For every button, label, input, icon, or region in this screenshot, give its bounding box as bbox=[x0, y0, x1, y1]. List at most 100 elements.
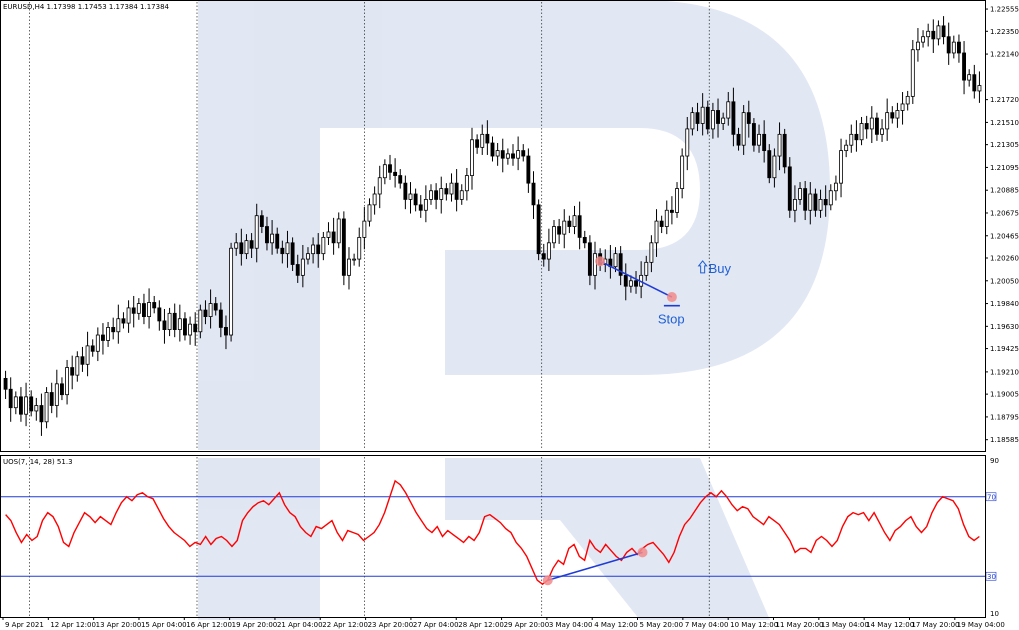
candle bbox=[695, 102, 700, 132]
candle bbox=[685, 116, 690, 171]
candle bbox=[270, 220, 275, 255]
indicator-panel-frame bbox=[0, 455, 986, 618]
candle bbox=[859, 116, 864, 146]
candle bbox=[741, 105, 746, 155]
candle bbox=[413, 188, 418, 212]
candle bbox=[531, 171, 536, 219]
time-axis[interactable]: 9 Apr 2021 12 Apr 12:00 13 Apr 20:00 15 Apr… bbox=[2, 617, 1005, 629]
candle bbox=[669, 196, 674, 225]
candle bbox=[833, 175, 838, 201]
time-tick-label: 13 Apr 20:00 bbox=[96, 621, 142, 629]
candle bbox=[941, 16, 946, 45]
candle bbox=[757, 124, 761, 153]
candle bbox=[946, 22, 951, 65]
candle bbox=[8, 377, 13, 422]
price-tick-label: 1.20260 bbox=[990, 255, 1019, 263]
price-tick-label: 1.21095 bbox=[990, 164, 1019, 172]
uos-level-label: 70 bbox=[987, 493, 996, 501]
time-tick-label: 17 May 20:00 bbox=[911, 621, 959, 629]
candle bbox=[449, 173, 454, 202]
candle bbox=[434, 183, 439, 210]
candle bbox=[34, 397, 39, 421]
time-tick-label: 19 Apr 20:00 bbox=[232, 621, 278, 629]
candle bbox=[403, 175, 408, 210]
candle bbox=[541, 243, 546, 267]
candle bbox=[587, 235, 592, 286]
candle bbox=[398, 169, 403, 189]
candle bbox=[29, 390, 34, 417]
candle bbox=[931, 19, 936, 53]
candle bbox=[787, 157, 792, 218]
price-axis[interactable]: 1.22555 1.22350 1.22140 1.21720 1.21510 1.213… bbox=[985, 6, 1019, 445]
candle bbox=[511, 144, 515, 166]
candle bbox=[362, 207, 367, 250]
uos-divergence-line bbox=[547, 551, 643, 581]
candle bbox=[388, 154, 392, 180]
price-low-marker bbox=[595, 256, 606, 267]
candle bbox=[936, 20, 941, 46]
candle bbox=[546, 228, 551, 272]
candle bbox=[475, 134, 480, 154]
candle bbox=[265, 216, 269, 251]
time-tick-label: 3 May 04:00 bbox=[549, 621, 593, 629]
candle bbox=[552, 220, 556, 249]
watermark-leg bbox=[445, 458, 770, 620]
candle bbox=[300, 244, 305, 288]
price-divergence-line bbox=[599, 260, 673, 298]
candle bbox=[623, 263, 628, 301]
candle bbox=[454, 169, 459, 212]
candle bbox=[336, 212, 341, 249]
candle bbox=[618, 246, 623, 286]
time-tick-label: 21 Apr 04:00 bbox=[277, 621, 323, 629]
candle bbox=[193, 312, 198, 346]
candle bbox=[3, 370, 8, 400]
candle bbox=[408, 182, 413, 214]
candle bbox=[423, 185, 428, 223]
candle bbox=[644, 255, 649, 281]
candle bbox=[19, 387, 23, 422]
candle bbox=[177, 304, 182, 342]
candle bbox=[490, 136, 495, 162]
annotation-overlays: Stop Buy bbox=[542, 256, 732, 586]
price-tick-label: 1.19630 bbox=[990, 323, 1019, 331]
candle bbox=[767, 144, 772, 184]
candle bbox=[823, 185, 828, 217]
candle bbox=[536, 199, 541, 261]
candle bbox=[352, 253, 357, 266]
candle bbox=[306, 247, 310, 265]
candle bbox=[39, 393, 44, 436]
candle bbox=[439, 176, 444, 214]
candle bbox=[854, 120, 859, 152]
time-tick-label: 27 Apr 04:00 bbox=[413, 621, 459, 629]
candle bbox=[951, 35, 956, 59]
candle bbox=[198, 304, 203, 339]
candle bbox=[429, 184, 433, 205]
candle bbox=[649, 235, 654, 273]
candle bbox=[567, 215, 572, 234]
candle bbox=[972, 64, 977, 99]
price-tick-label: 1.22350 bbox=[990, 28, 1019, 36]
candle bbox=[577, 201, 582, 250]
candle bbox=[101, 323, 105, 355]
candle bbox=[157, 300, 162, 331]
price-tick-label: 1.18795 bbox=[990, 413, 1019, 421]
candle bbox=[967, 69, 972, 87]
price-tick-label: 1.18585 bbox=[990, 436, 1019, 444]
candle bbox=[500, 138, 505, 173]
candle bbox=[393, 158, 398, 188]
price-tick-label: 1.19840 bbox=[990, 300, 1019, 308]
time-tick-label: 19 May 04:00 bbox=[957, 621, 1005, 629]
price-tick-label: 1.22140 bbox=[990, 51, 1019, 59]
candle bbox=[229, 242, 234, 342]
candle bbox=[746, 100, 751, 138]
candle bbox=[285, 230, 290, 268]
candle bbox=[880, 119, 884, 142]
price-tick-label: 1.19425 bbox=[990, 345, 1019, 353]
candle bbox=[13, 391, 18, 415]
candle bbox=[828, 184, 833, 211]
indicator-axis[interactable]: 90 10 bbox=[990, 457, 999, 618]
candle bbox=[464, 167, 469, 201]
candle bbox=[234, 233, 239, 256]
candle bbox=[44, 387, 49, 429]
